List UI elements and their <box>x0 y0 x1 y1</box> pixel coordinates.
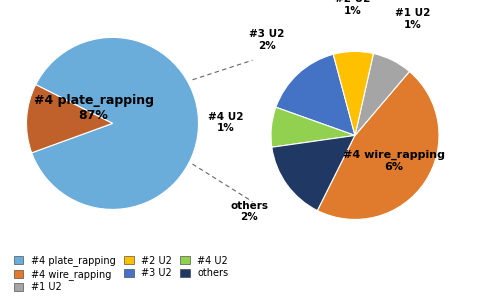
Wedge shape <box>318 71 439 219</box>
Text: #4 U2
1%: #4 U2 1% <box>208 112 243 133</box>
Wedge shape <box>334 51 374 135</box>
Wedge shape <box>355 54 410 135</box>
Wedge shape <box>272 135 355 211</box>
Legend: #4 plate_rapping, #4 wire_rapping, #1 U2, #2 U2, #3 U2, #4 U2, others: #4 plate_rapping, #4 wire_rapping, #1 U2… <box>10 252 232 296</box>
Text: #4 wire_rapping
6%: #4 wire_rapping 6% <box>342 150 444 172</box>
Text: #1 U2
1%: #1 U2 1% <box>396 8 431 30</box>
Wedge shape <box>32 37 198 209</box>
Wedge shape <box>271 107 355 147</box>
Text: #2 U2
1%: #2 U2 1% <box>334 0 370 16</box>
Text: others
2%: others 2% <box>230 201 268 222</box>
Text: #4 plate_rapping
87%: #4 plate_rapping 87% <box>34 94 154 122</box>
Text: #3 U2
2%: #3 U2 2% <box>249 29 284 51</box>
Wedge shape <box>26 85 112 153</box>
Wedge shape <box>276 54 355 135</box>
